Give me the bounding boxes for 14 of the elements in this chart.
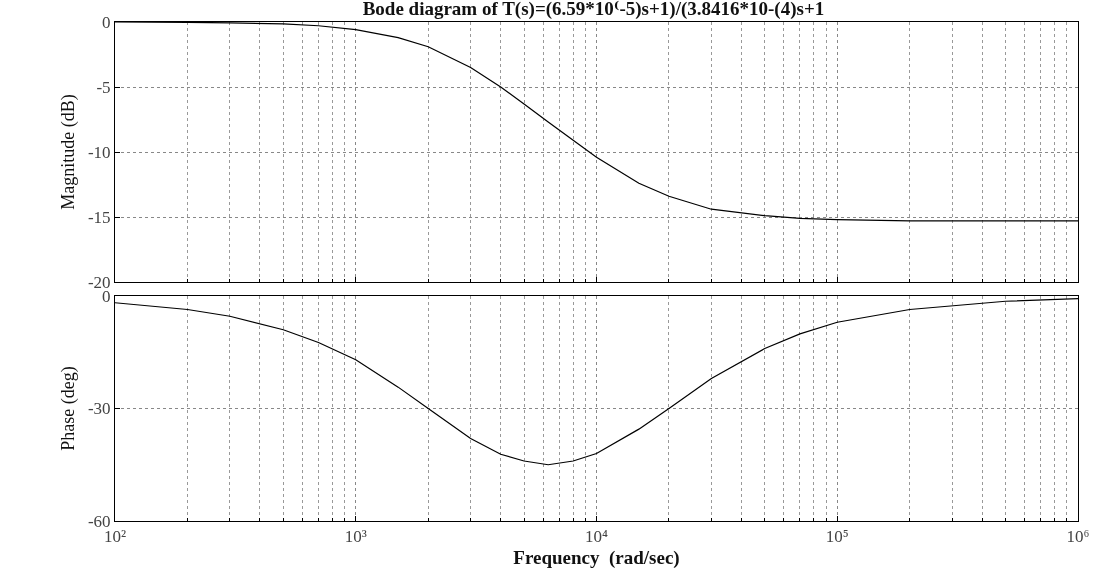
y-tick-label: -30	[87, 399, 111, 419]
y-tick-label: 0	[102, 12, 111, 32]
x-tick-label: 10⁶	[1066, 527, 1090, 547]
chart-title: Bode diagram of T(s)=(6.59*10⁽-5)s+1)/(3.8416*10-(4)s+1	[362, 0, 825, 20]
y-tick-label: -15	[87, 207, 111, 227]
x-tick-label: 10⁵	[825, 527, 849, 547]
x-axis-title: Frequency (rad/sec)	[513, 547, 680, 569]
x-tick-label: 10³	[344, 527, 367, 547]
y-axis-title: Phase (deg)	[58, 366, 80, 451]
x-tick-label: 10⁴	[585, 527, 609, 547]
y-tick-label: -5	[96, 77, 111, 97]
y-tick-label: -20	[87, 272, 111, 292]
y-axis-title: Magnitude (dB)	[58, 94, 80, 210]
y-tick-label: -10	[87, 142, 111, 162]
